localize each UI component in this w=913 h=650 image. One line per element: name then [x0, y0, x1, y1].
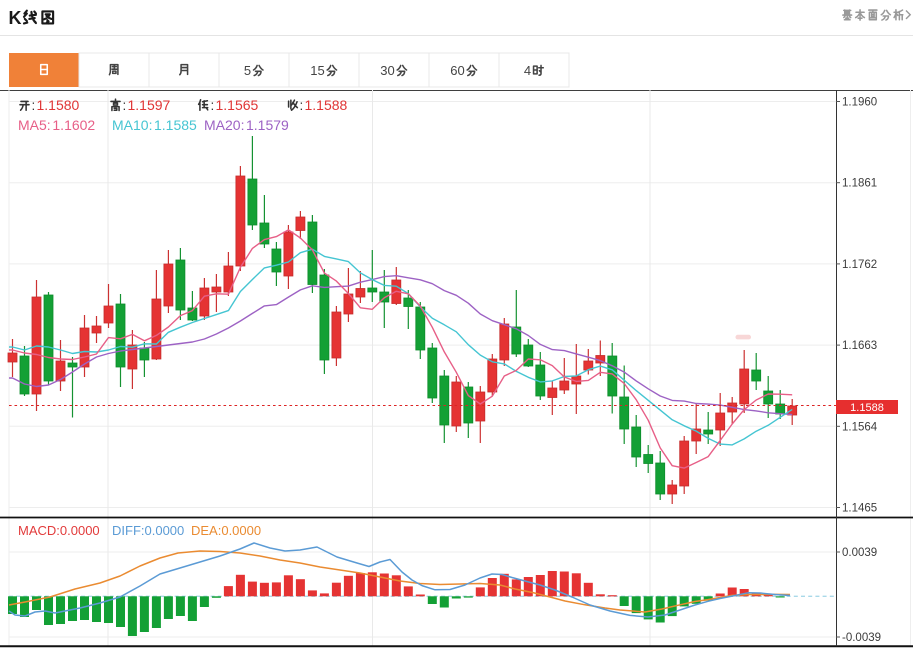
svg-text:30: 30	[380, 63, 394, 78]
svg-text:1.1597: 1.1597	[128, 97, 171, 113]
svg-text:1.1465: 1.1465	[842, 503, 877, 515]
svg-text:1.1579: 1.1579	[246, 117, 289, 133]
svg-text:5: 5	[244, 63, 251, 78]
svg-text:15: 15	[310, 63, 324, 78]
svg-text:1.1585: 1.1585	[154, 117, 197, 133]
svg-text:1.1861: 1.1861	[842, 178, 877, 190]
svg-text::: :	[300, 98, 304, 113]
svg-text:1.1960: 1.1960	[842, 97, 877, 109]
svg-text:1.1588: 1.1588	[850, 402, 884, 414]
svg-text::: :	[211, 98, 215, 113]
svg-text:DEA:0.0000: DEA:0.0000	[191, 523, 261, 538]
svg-text:MA5:: MA5:	[18, 117, 51, 133]
svg-text:4: 4	[524, 63, 531, 78]
svg-text:1.1580: 1.1580	[37, 97, 80, 113]
svg-text:MACD:0.0000: MACD:0.0000	[18, 523, 100, 538]
svg-text:1.1588: 1.1588	[305, 97, 348, 113]
svg-text:0.0039: 0.0039	[842, 547, 877, 559]
svg-text:DIFF:0.0000: DIFF:0.0000	[112, 523, 184, 538]
svg-text::: :	[32, 98, 36, 113]
svg-text:1.1564: 1.1564	[842, 421, 878, 433]
svg-text:1.1602: 1.1602	[52, 117, 95, 133]
svg-text:1.1565: 1.1565	[216, 97, 259, 113]
svg-text::: :	[123, 98, 127, 113]
svg-text:K: K	[9, 8, 22, 28]
svg-text:60: 60	[450, 63, 464, 78]
svg-text:MA10:: MA10:	[112, 117, 152, 133]
svg-text:MA20:: MA20:	[204, 117, 244, 133]
svg-text:1.1663: 1.1663	[842, 340, 877, 352]
svg-text:1.1762: 1.1762	[842, 259, 877, 271]
svg-text:-0.0039: -0.0039	[842, 632, 881, 644]
